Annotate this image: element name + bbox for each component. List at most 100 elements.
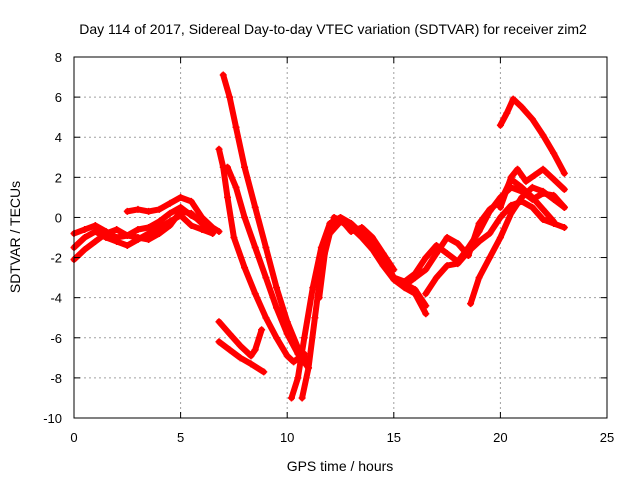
y-tick-label: 0 <box>55 210 62 225</box>
data-point <box>358 234 366 241</box>
data-point <box>339 217 347 225</box>
data-point <box>454 260 462 268</box>
data-point <box>145 229 153 237</box>
data-point <box>177 193 185 201</box>
data-point <box>475 238 483 246</box>
y-axis-label: SDTVAR / TECUs <box>7 181 23 293</box>
series-arc-d <box>123 193 223 235</box>
data-point <box>432 274 440 282</box>
data-point <box>273 304 281 312</box>
data-point <box>496 234 504 241</box>
series-arc-m <box>390 183 568 286</box>
data-point <box>400 282 408 290</box>
data-point <box>155 217 163 225</box>
data-point <box>177 203 185 211</box>
data-point <box>368 246 376 254</box>
data-point <box>283 330 291 338</box>
series-arc-o <box>422 197 568 298</box>
y-tick-label: -8 <box>50 371 62 386</box>
data-point <box>528 115 536 123</box>
data-point <box>102 227 110 235</box>
data-point <box>560 203 568 211</box>
data-point <box>486 229 494 237</box>
x-tick-label: 25 <box>600 430 614 445</box>
data-point <box>550 219 558 227</box>
data-point <box>528 203 536 211</box>
data-point <box>287 394 295 402</box>
data-point <box>209 223 217 231</box>
data-point <box>251 290 259 298</box>
data-point <box>300 334 308 342</box>
data-point <box>496 213 504 221</box>
data-point <box>290 358 298 366</box>
data-series <box>70 71 568 402</box>
data-point <box>283 352 291 360</box>
y-tick-label: -10 <box>43 411 62 426</box>
data-point <box>443 250 451 258</box>
x-tick-label: 0 <box>70 430 77 445</box>
data-point <box>215 318 223 326</box>
data-point <box>247 360 255 368</box>
data-point <box>305 364 313 372</box>
data-point <box>518 103 526 111</box>
data-point <box>134 234 142 241</box>
data-point <box>145 223 153 231</box>
series-line <box>216 318 265 359</box>
series-arc-r <box>496 165 568 211</box>
data-point <box>241 213 249 221</box>
data-point <box>251 346 259 354</box>
data-point <box>422 310 430 318</box>
y-tick-label: -4 <box>50 291 62 306</box>
data-point <box>241 163 249 171</box>
data-point <box>422 266 430 274</box>
series-line <box>497 96 568 177</box>
data-point <box>311 314 319 322</box>
data-point <box>486 205 494 213</box>
data-point <box>464 248 472 256</box>
data-point <box>560 169 568 177</box>
data-point <box>123 231 131 239</box>
series-arc-k <box>298 217 430 402</box>
data-point <box>528 193 536 201</box>
data-point <box>432 250 440 258</box>
data-point <box>260 368 268 376</box>
data-point <box>91 227 99 235</box>
data-point <box>298 394 306 402</box>
series-line <box>124 194 222 235</box>
data-point <box>496 203 504 211</box>
data-point <box>390 274 398 282</box>
data-point <box>315 294 323 302</box>
data-point <box>198 213 206 221</box>
data-point <box>166 199 174 207</box>
data-point <box>113 225 121 233</box>
data-point <box>134 205 142 213</box>
data-point <box>539 215 547 223</box>
data-point <box>226 346 234 354</box>
data-point <box>539 165 547 173</box>
data-point <box>91 221 99 229</box>
data-point <box>226 330 234 338</box>
data-point <box>215 227 223 235</box>
data-point <box>368 234 376 241</box>
data-point <box>251 244 259 252</box>
series-arc-c <box>70 203 206 241</box>
data-point <box>187 197 195 205</box>
data-point <box>251 203 259 211</box>
data-point <box>411 274 419 282</box>
series-line <box>467 184 568 307</box>
x-tick-label: 5 <box>177 430 184 445</box>
data-point <box>358 223 366 231</box>
data-point <box>309 284 317 292</box>
data-point <box>513 165 521 173</box>
y-tick-label: -2 <box>50 251 62 266</box>
data-point <box>411 290 419 298</box>
data-point <box>166 209 174 217</box>
data-point <box>379 250 387 258</box>
data-point <box>226 93 234 101</box>
data-point <box>518 183 526 191</box>
data-point <box>241 264 249 272</box>
data-point <box>81 225 89 233</box>
data-point <box>507 173 515 181</box>
data-point <box>443 262 451 270</box>
